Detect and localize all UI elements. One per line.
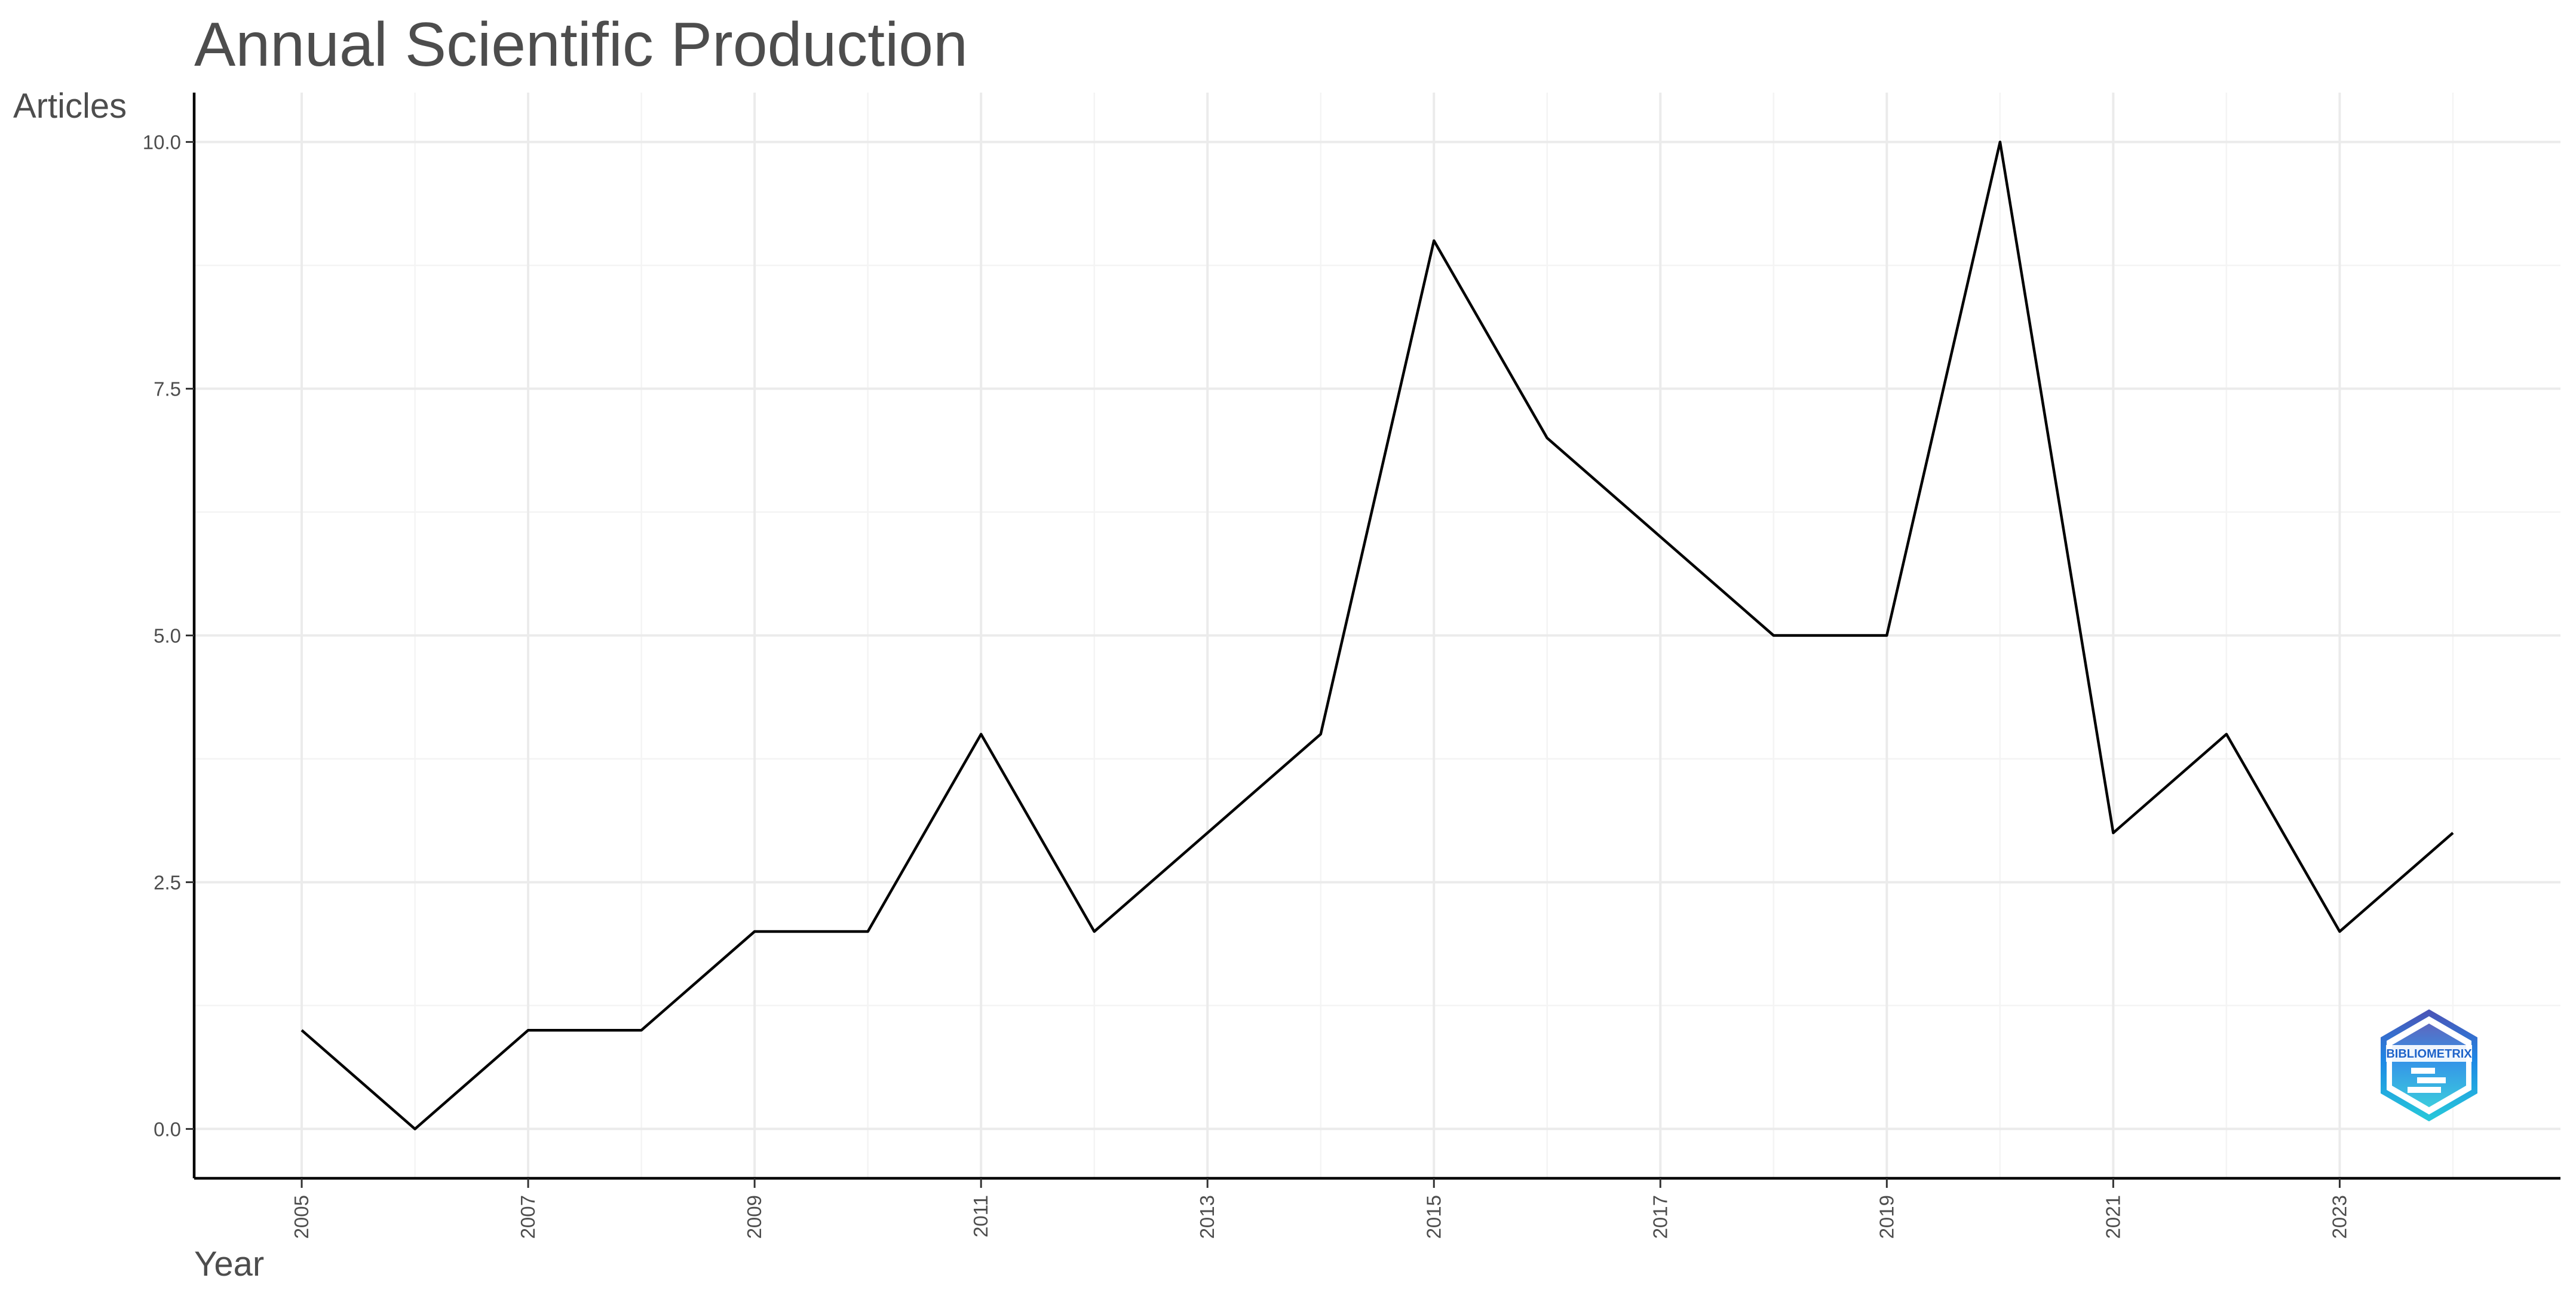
x-tick-label: 2019 — [1875, 1195, 1897, 1239]
x-tick-label: 2005 — [290, 1195, 312, 1239]
y-ticks: 0.0 2.5 5.0 7.5 10.0 — [143, 131, 194, 1140]
x-tick-label: 2009 — [743, 1195, 765, 1239]
x-tick-label: 2017 — [1649, 1195, 1671, 1239]
logo-bar-2 — [2417, 1077, 2446, 1083]
logo-inner-icon — [2392, 1024, 2466, 1107]
x-axis-title: Year — [194, 1245, 264, 1283]
x-tick-label: 2011 — [970, 1195, 992, 1237]
y-tick-label: 5.0 — [154, 625, 181, 647]
x-tick-label: 2007 — [517, 1195, 539, 1239]
chart-title: Annual Scientific Production — [194, 10, 968, 79]
bibliometrix-logo: BIBLIOMETRIX — [2381, 1009, 2477, 1122]
x-ticks: 2005 2007 2009 2011 2013 2015 2017 2019 2021 2023 — [290, 1178, 2350, 1239]
y-tick-label: 0.0 — [154, 1118, 181, 1140]
logo-band — [2386, 1045, 2472, 1062]
logo-bar-3 — [2408, 1087, 2441, 1093]
y-tick-label: 2.5 — [154, 871, 181, 893]
logo-text: BIBLIOMETRIX — [2386, 1047, 2472, 1061]
y-axis-title: Articles — [13, 87, 127, 125]
series-line — [300, 140, 2454, 1130]
x-tick-label: 2023 — [2328, 1195, 2350, 1239]
x-tick-label: 2021 — [2102, 1195, 2124, 1239]
logo-bar-1 — [2411, 1068, 2435, 1074]
y-tick-label: 7.5 — [154, 378, 181, 400]
y-tick-label: 10.0 — [143, 131, 181, 154]
series-group — [300, 140, 2454, 1130]
grid — [194, 93, 2560, 1178]
x-tick-label: 2015 — [1422, 1195, 1445, 1239]
x-tick-label: 2013 — [1196, 1195, 1218, 1239]
